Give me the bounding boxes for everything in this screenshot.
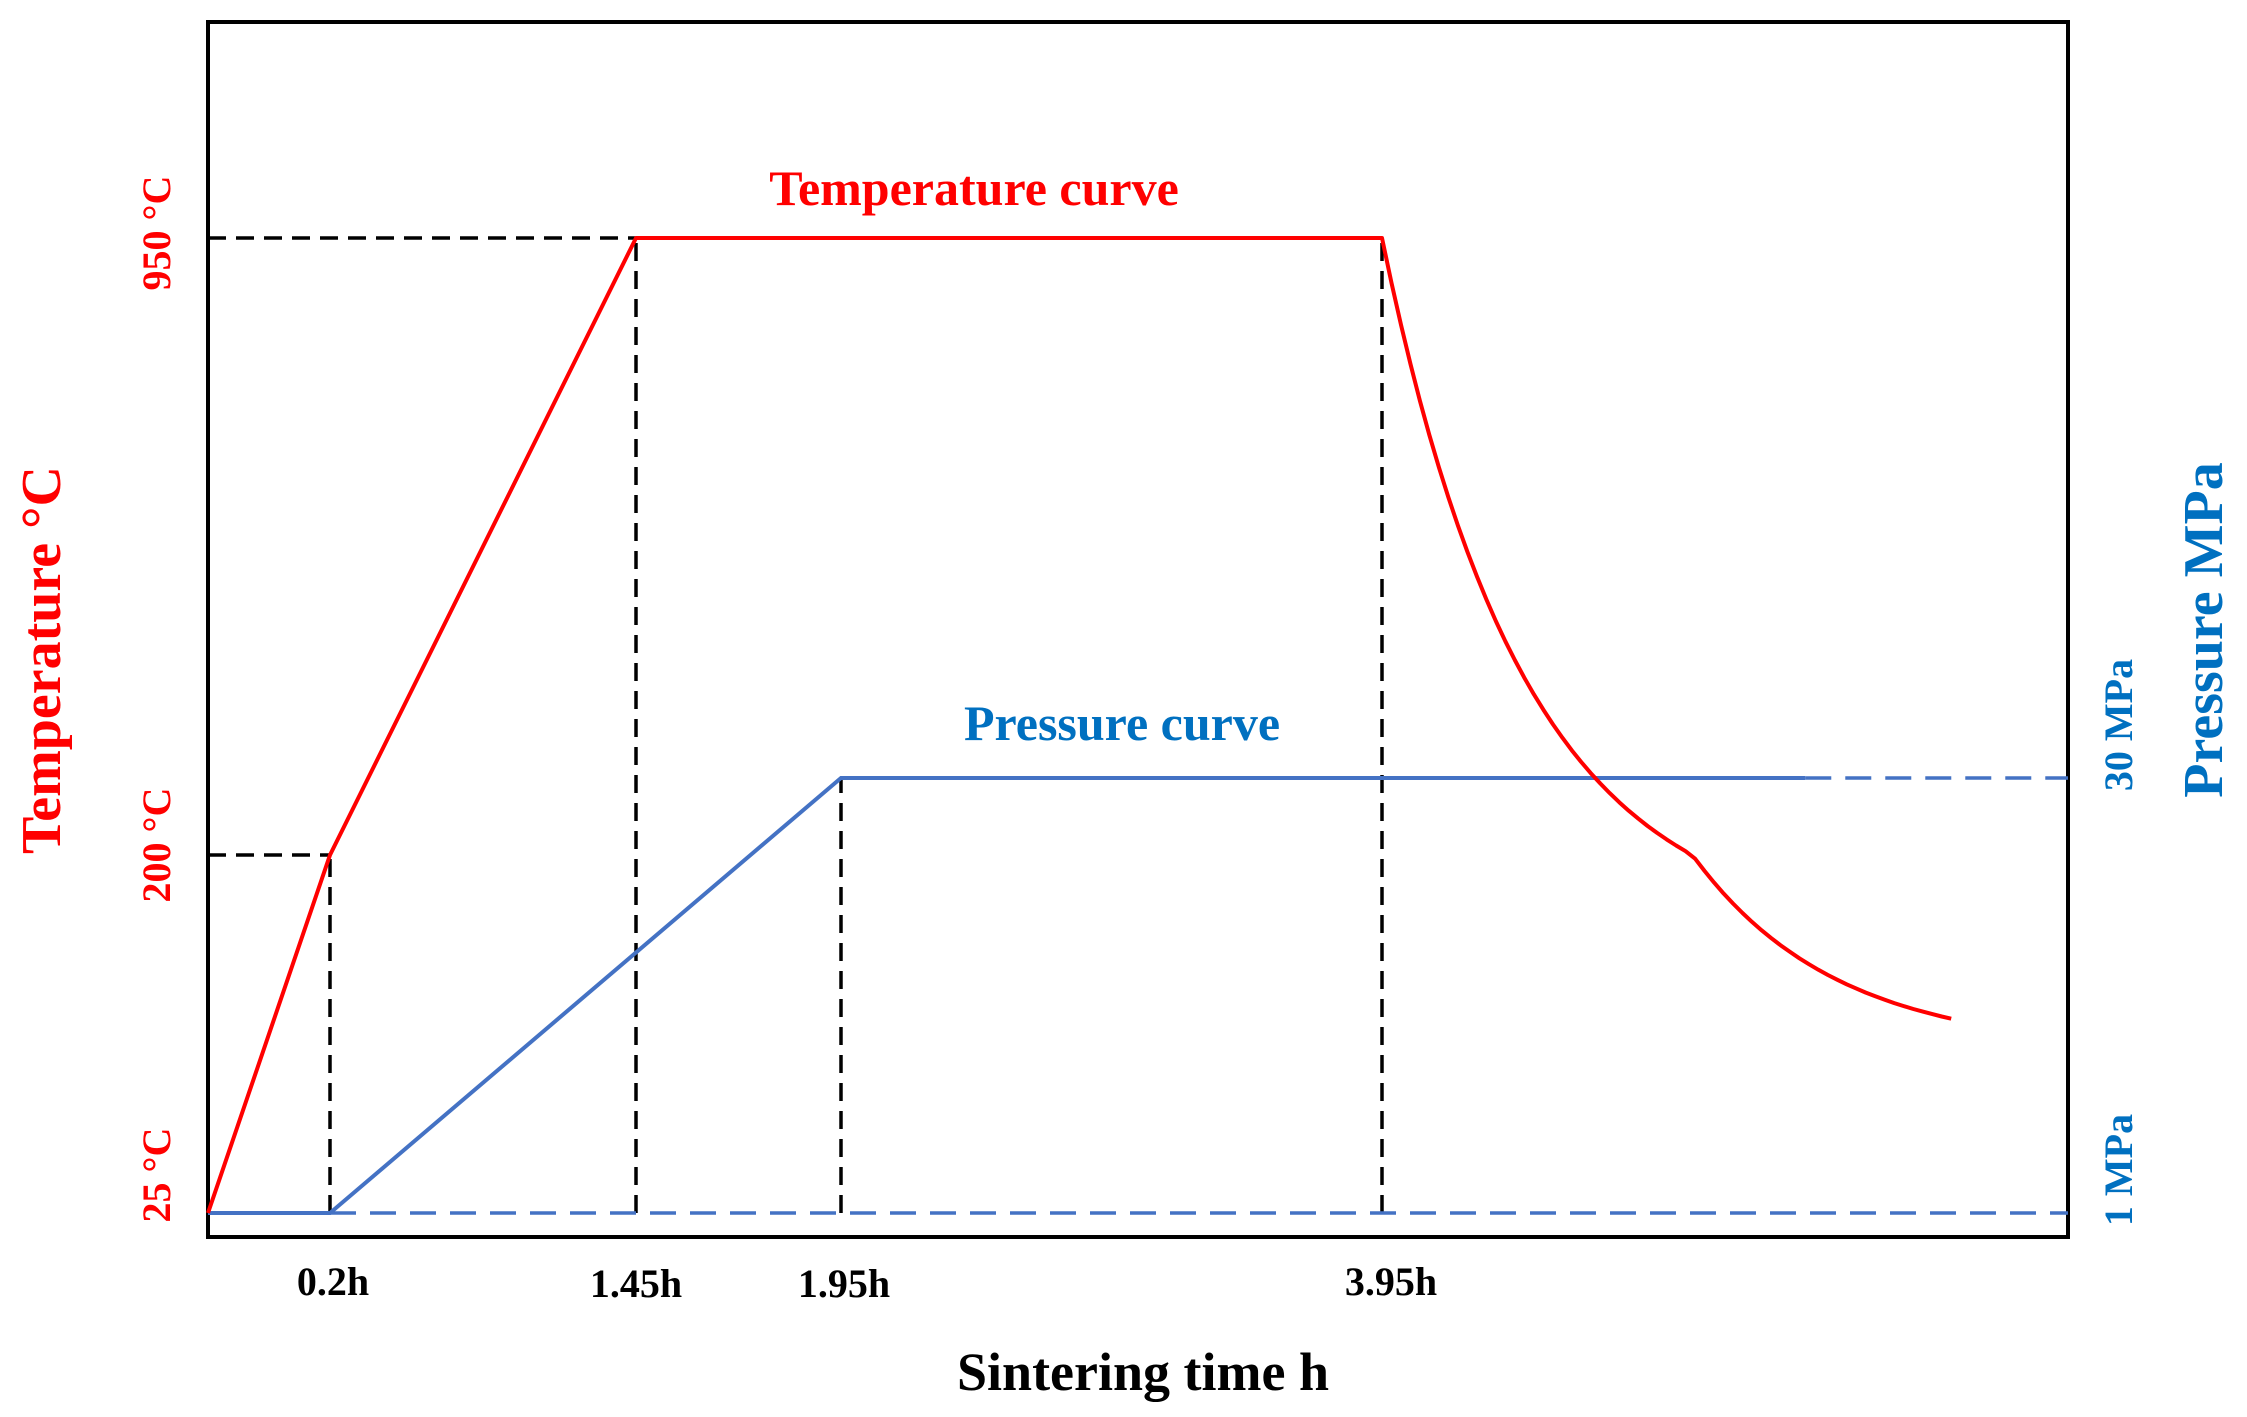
series-label-pressure: Pressure curve: [964, 695, 1280, 751]
y-left-axis-title: Temperature °C: [11, 466, 73, 854]
x-tick-label: 0.2h: [297, 1259, 369, 1304]
x-tick-label: 3.95h: [1345, 1259, 1437, 1304]
x-axis-title: Sintering time h: [957, 1342, 1329, 1402]
label-layer: Temperature curve Pressure curve Sinteri…: [11, 160, 2235, 1402]
series-layer: [206, 236, 1952, 1215]
plot-frame: [206, 20, 2070, 1239]
temperature-curve: [206, 236, 1952, 1214]
x-tick-label: 1.45h: [590, 1261, 682, 1306]
y-left-tick-label: 950 °C: [134, 176, 179, 291]
y-right-tick-label: 30 MPa: [2096, 659, 2141, 791]
y-left-tick-label: 25 °C: [134, 1128, 179, 1223]
y-left-tick-label: 200 °C: [134, 788, 179, 903]
pressure-curve: [208, 776, 1806, 1215]
y-right-tick-label: 1 MPa: [2096, 1114, 2141, 1226]
x-tick-label: 1.95h: [798, 1261, 890, 1306]
y-right-axis-title: Pressure MPa: [2173, 462, 2235, 797]
series-label-temperature: Temperature curve: [769, 160, 1179, 216]
reference-lines: [208, 236, 2068, 1215]
